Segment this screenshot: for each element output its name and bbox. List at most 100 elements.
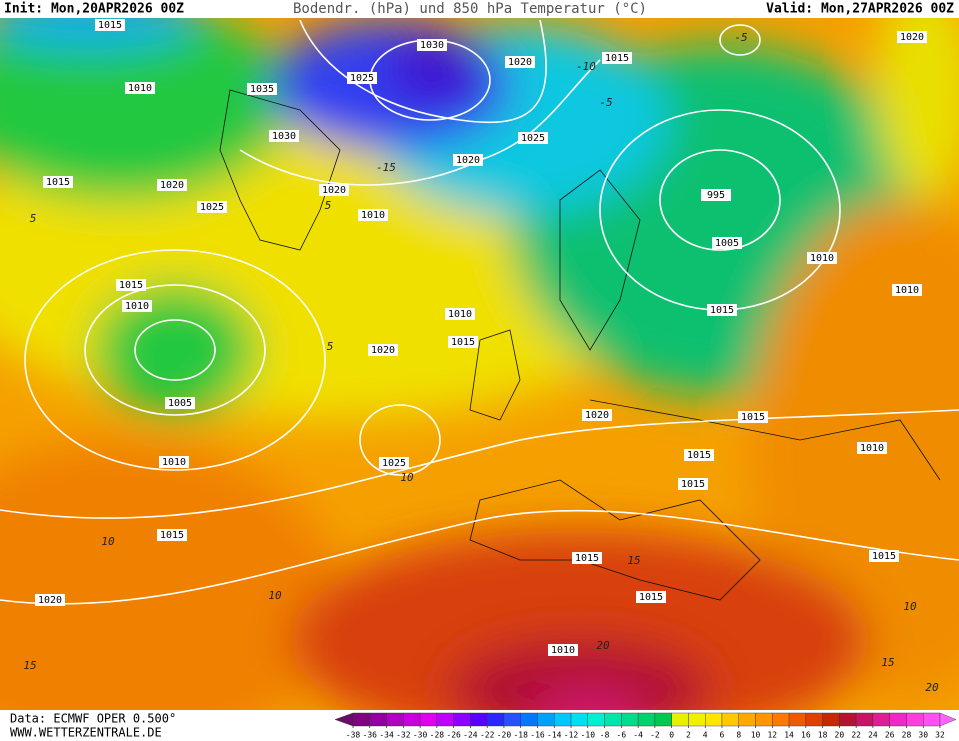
legend-swatch <box>637 712 656 727</box>
legend-swatch <box>805 712 823 727</box>
isobar-label: 1010 <box>162 457 186 468</box>
init-time: Init: Mon,20APR2026 00Z <box>4 2 184 17</box>
legend-tick-label: -24 <box>463 731 478 740</box>
isobar-label-bg <box>712 237 742 249</box>
isobar-label-bg <box>358 209 388 221</box>
isobar-label: 1020 <box>508 57 532 68</box>
valid-time: Valid: Mon,27APR2026 00Z <box>766 2 954 17</box>
isobar-label: 1015 <box>681 479 705 490</box>
isobar-label-bg <box>122 300 152 312</box>
website: WWW.WETTERZENTRALE.DE <box>10 726 162 740</box>
isobar-label: 1010 <box>551 645 575 656</box>
isobar-label: 1020 <box>38 595 62 606</box>
isobar-label-bg <box>636 591 666 603</box>
legend-tick-label: -38 <box>346 731 361 740</box>
legend-swatch <box>872 712 890 727</box>
legend-tick-label: 22 <box>851 731 861 740</box>
legend-swatch <box>688 712 706 727</box>
legend-swatch <box>788 712 807 727</box>
legend-tick-label: 16 <box>801 731 811 740</box>
isobar-label: 1025 <box>200 202 224 213</box>
isobar-label-bg <box>701 189 731 201</box>
legend-swatch <box>486 712 505 727</box>
legend-swatch <box>906 712 924 727</box>
legend-tick-label: 12 <box>767 731 777 740</box>
isotherm-label: 10 <box>400 471 414 484</box>
isobar-label-bg <box>95 19 125 31</box>
legend-tick-label: -14 <box>547 731 562 740</box>
legend-swatch <box>554 712 572 727</box>
isobar-label-bg <box>582 409 612 421</box>
isobar-label: 1025 <box>382 458 406 469</box>
isobar-label: 1015 <box>46 177 70 188</box>
legend-swatch <box>822 712 840 727</box>
isobar-label-bg <box>857 442 887 454</box>
legend-tick-label: -2 <box>650 731 660 740</box>
isobar-label: 1010 <box>125 301 149 312</box>
legend-swatch <box>671 712 689 727</box>
isotherm-label: 15 <box>23 659 36 672</box>
legend-tick-label: -6 <box>617 731 627 740</box>
isobar-label-bg <box>453 154 483 166</box>
isotherm-label: -10 <box>576 60 596 73</box>
legend-tick-label: -12 <box>564 731 579 740</box>
legend-tick-label: 0 <box>669 731 674 740</box>
isobar-label: 1035 <box>250 84 274 95</box>
legend-tick-label: 6 <box>720 731 725 740</box>
isobar-label-bg <box>159 456 189 468</box>
legend-tick-label: -16 <box>530 731 545 740</box>
isotherm-label: 10 <box>268 589 282 602</box>
color-legend: -38 -36 -34 -32 -30 -28 -26 -24 -22 -20 -18 -16 -14-… <box>334 712 957 740</box>
isobar-label-bg <box>869 550 899 562</box>
isobar-label: 1020 <box>160 180 184 191</box>
isobar-label-bg <box>319 184 349 196</box>
isotherm-label: 20 <box>596 639 610 652</box>
legend-tick-label: -36 <box>363 731 378 740</box>
legend-tick-label: 32 <box>935 731 945 740</box>
legend-swatch <box>369 712 387 727</box>
isobar-label-bg <box>807 252 837 264</box>
legend-tick-label: -8 <box>600 731 610 740</box>
isobar-label-bg <box>165 397 195 409</box>
map-title: Bodendr. (hPa) und 850 hPa Temperatur (°… <box>293 1 647 17</box>
isotherm-label: -15 <box>376 161 396 174</box>
isotherm-label: 5 <box>325 199 332 212</box>
legend-swatch <box>537 712 555 727</box>
isobar-label: 1015 <box>119 280 143 291</box>
isobar-label-bg <box>505 56 535 68</box>
isobar-label-bg <box>448 336 478 348</box>
legend-swatch <box>503 712 521 727</box>
legend-tick-label: 24 <box>868 731 878 740</box>
legend-tick-label: 26 <box>885 731 895 740</box>
data-source: Data: ECMWF OPER 0.500° <box>10 712 176 726</box>
legend-swatch <box>520 712 538 727</box>
legend-swatch <box>705 712 723 727</box>
isobar-label: 1015 <box>160 530 184 541</box>
legend-swatch <box>570 712 588 727</box>
legend-tick-label: 20 <box>835 731 845 740</box>
isobar-label-bg <box>157 179 187 191</box>
isobar-label-bg <box>269 130 299 142</box>
isobar-label-bg <box>125 82 155 94</box>
legend-swatch <box>453 712 471 727</box>
isobar-label-bg <box>445 308 475 320</box>
isotherm-label: -5 <box>734 31 747 44</box>
isobar-label: 1025 <box>350 73 374 84</box>
isotherm-label: 5 <box>30 212 37 225</box>
isobars <box>0 19 959 605</box>
isobar-label: 1010 <box>895 285 919 296</box>
isobar-label-bg <box>157 529 187 541</box>
legend-tick-label: -22 <box>480 731 495 740</box>
legend-arrow <box>939 712 957 727</box>
legend-swatch <box>654 712 672 727</box>
isobar-label-bg <box>518 132 548 144</box>
legend-tick-label: 2 <box>686 731 691 740</box>
legend-swatch <box>604 712 622 727</box>
legend-swatch <box>403 712 421 727</box>
isobar-label-bg <box>368 344 398 356</box>
isobar-label: 1010 <box>448 309 472 320</box>
isobar-label-bg <box>678 478 708 490</box>
legend-swatch <box>889 712 907 727</box>
